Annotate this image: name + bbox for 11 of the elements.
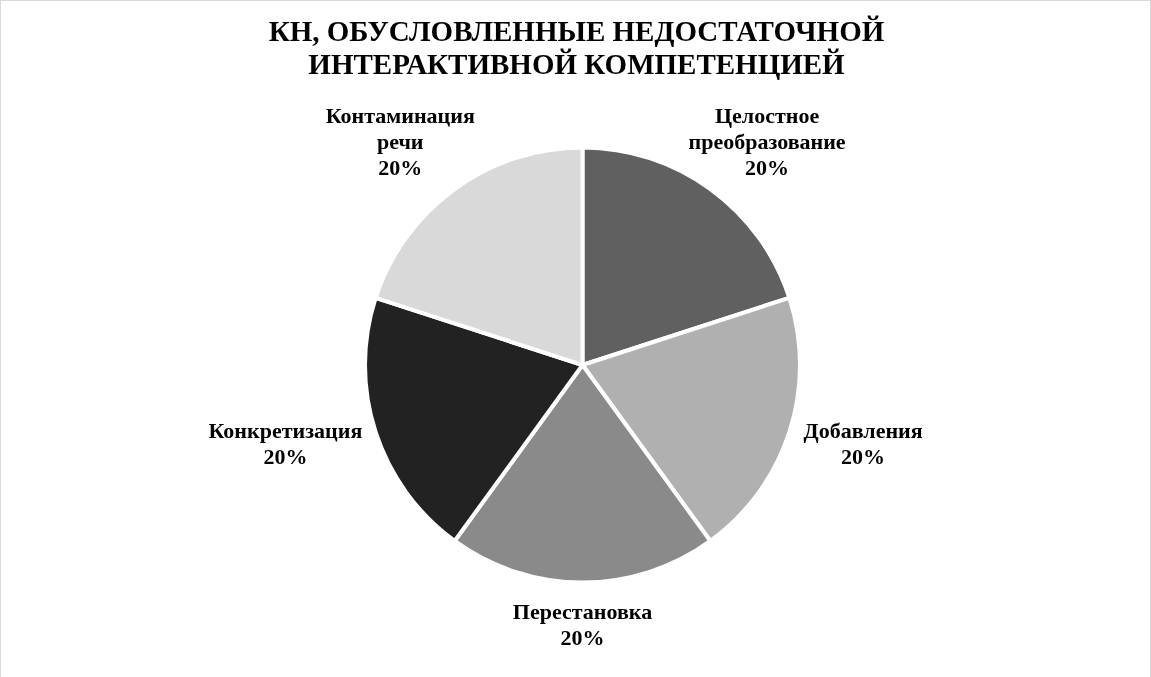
data-label: 20% <box>263 444 308 470</box>
chart-title: КН, ОБУСЛОВЛЕННЫЕ НЕДОСТАТОЧНОЙ ИНТЕРАКТИВНОЙ КОМПЕТЕНЦИЕЙ <box>267 15 886 81</box>
slice-label: Контаминация речи <box>325 102 475 154</box>
slice-label: Перестановка <box>512 599 653 625</box>
slice-label: Целостное преобразование <box>688 102 846 154</box>
data-label: 20% <box>841 444 886 470</box>
slice-label: Конкретизация <box>208 418 363 444</box>
data-label: 20% <box>560 625 605 651</box>
slice-label: Добавления <box>803 418 923 444</box>
data-label: 20% <box>745 154 790 180</box>
data-label: 20% <box>378 154 423 180</box>
